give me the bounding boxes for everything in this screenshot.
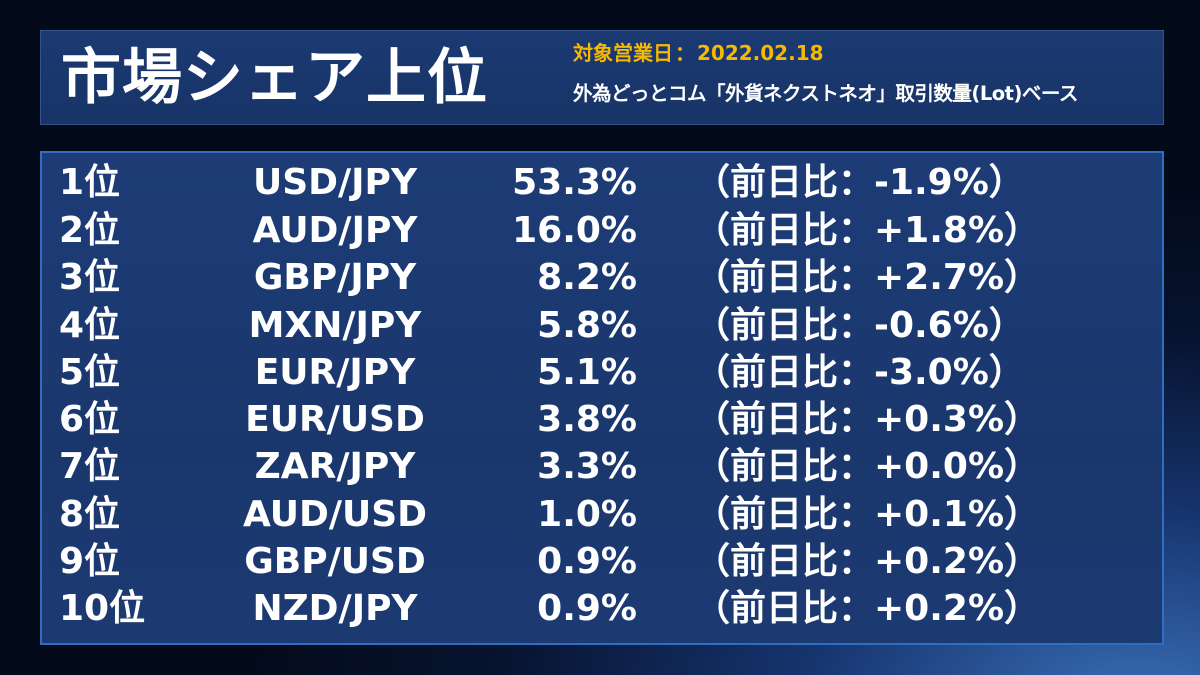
currency-pair-cell: MXN/JPY	[248, 305, 422, 346]
day-change-cell: （前日比：-0.6%）	[694, 305, 1025, 346]
market-share-cell: 16.0%	[512, 210, 637, 251]
page-title: 市場シェア上位	[61, 43, 488, 113]
day-change-cell: （前日比：+2.7%）	[694, 257, 1041, 298]
rank-cell: 6位	[59, 399, 121, 440]
currency-pair-cell: GBP/JPY	[253, 257, 417, 298]
rank-cell: 4位	[59, 305, 121, 346]
business-date-value: 2022.02.18	[697, 41, 824, 65]
currency-pair-cell: ZAR/JPY	[254, 446, 416, 487]
day-change-cell: （前日比：+1.8%）	[694, 210, 1041, 251]
currency-pair-cell: EUR/JPY	[254, 352, 416, 393]
rank-cell: 1位	[59, 162, 121, 203]
currency-pair-cell: AUD/USD	[242, 494, 428, 535]
ranking-table: 1位 USD/JPY 53.3% （前日比：-1.9%） 2位 AUD/JPY …	[40, 151, 1164, 645]
currency-pair-cell: AUD/JPY	[252, 210, 418, 251]
rank-cell: 2位	[59, 210, 121, 251]
market-share-cell: 3.8%	[537, 399, 637, 440]
business-date-label: 対象営業日	[573, 41, 673, 65]
rank-cell: 8位	[59, 494, 121, 535]
ranking-row: 5位 EUR/JPY 5.1% （前日比：-3.0%）	[42, 349, 1162, 397]
day-change-cell: （前日比：+0.2%）	[694, 588, 1041, 629]
rank-cell: 9位	[59, 541, 121, 582]
currency-pair-cell: GBP/USD	[244, 541, 426, 582]
currency-pair-cell: EUR/USD	[245, 399, 425, 440]
ranking-row: 10位 NZD/JPY 0.9% （前日比：+0.2%）	[42, 585, 1162, 633]
business-date: 対象営業日： 2022.02.18	[573, 40, 824, 66]
page-subtitle: 外為どっとコム「外貨ネクストネオ」取引数量(Lot)ベース	[573, 82, 1078, 105]
market-share-cell: 3.3%	[537, 446, 637, 487]
rank-cell: 5位	[59, 352, 121, 393]
rank-cell: 7位	[59, 446, 121, 487]
ranking-row: 2位 AUD/JPY 16.0% （前日比：+1.8%）	[42, 207, 1162, 255]
market-share-cell: 0.9%	[537, 541, 637, 582]
rank-cell: 3位	[59, 257, 121, 298]
market-share-cell: 1.0%	[537, 494, 637, 535]
ranking-row: 3位 GBP/JPY 8.2% （前日比：+2.7%）	[42, 254, 1162, 302]
rank-cell: 10位	[59, 588, 146, 629]
market-share-cell: 8.2%	[537, 257, 637, 298]
currency-pair-cell: NZD/JPY	[252, 588, 418, 629]
market-share-cell: 0.9%	[537, 588, 637, 629]
day-change-cell: （前日比：+0.2%）	[694, 541, 1041, 582]
ranking-row: 7位 ZAR/JPY 3.3% （前日比：+0.0%）	[42, 443, 1162, 491]
market-share-cell: 5.1%	[537, 352, 637, 393]
currency-pair-cell: USD/JPY	[252, 162, 418, 203]
day-change-cell: （前日比：-3.0%）	[694, 352, 1025, 393]
ranking-row: 6位 EUR/USD 3.8% （前日比：+0.3%）	[42, 396, 1162, 444]
ranking-row: 9位 GBP/USD 0.9% （前日比：+0.2%）	[42, 538, 1162, 586]
header-banner: 市場シェア上位 対象営業日： 2022.02.18 外為どっとコム「外貨ネクストネ…	[40, 30, 1164, 125]
ranking-row: 4位 MXN/JPY 5.8% （前日比：-0.6%）	[42, 302, 1162, 350]
ranking-row: 1位 USD/JPY 53.3% （前日比：-1.9%）	[42, 159, 1162, 207]
ranking-row: 8位 AUD/USD 1.0% （前日比：+0.1%）	[42, 491, 1162, 539]
day-change-cell: （前日比：-1.9%）	[694, 162, 1025, 203]
business-date-separator: ：	[675, 41, 695, 65]
day-change-cell: （前日比：+0.3%）	[694, 399, 1041, 440]
market-share-cell: 53.3%	[512, 162, 637, 203]
market-share-cell: 5.8%	[537, 305, 637, 346]
day-change-cell: （前日比：+0.0%）	[694, 446, 1041, 487]
day-change-cell: （前日比：+0.1%）	[694, 494, 1041, 535]
